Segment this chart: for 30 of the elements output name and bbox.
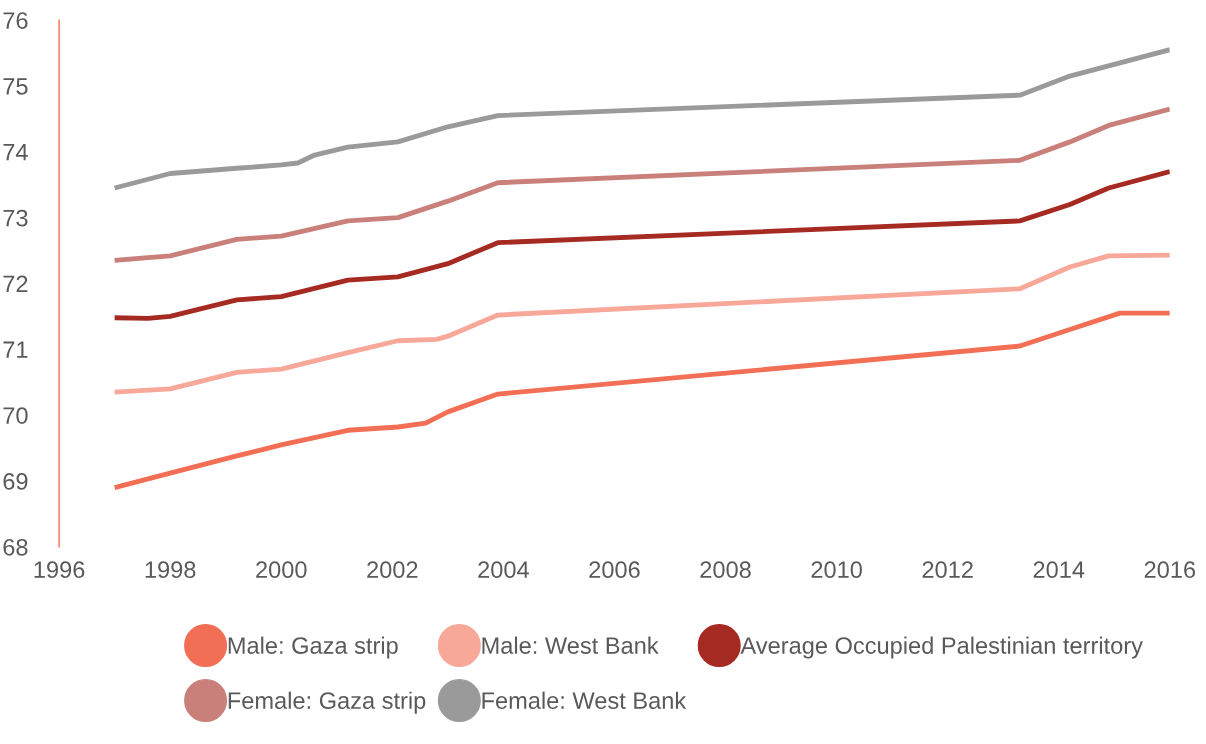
x-tick-label: 2000 (256, 561, 307, 579)
y-tick-label: 69 (3, 473, 28, 490)
x-tick-label: 2006 (589, 561, 640, 579)
y-tick-label: 68 (3, 538, 28, 556)
x-tick-label: 2012 (922, 561, 973, 579)
legend-label: Male: Gaza strip (228, 636, 398, 659)
legend-label: Female: West Bank (482, 691, 687, 709)
x-tick-label: 2014 (1033, 561, 1085, 579)
x-tick-label: 1998 (145, 561, 196, 579)
line-series (112, 47, 1170, 191)
line-series (112, 310, 1170, 491)
x-tick-label: 2016 (1144, 561, 1196, 579)
line-series (112, 106, 1170, 263)
y-tick-label: 75 (3, 78, 28, 95)
y-tick-label: 70 (3, 407, 28, 424)
line-series (112, 169, 1170, 321)
x-tick-label: 1996 (34, 561, 85, 579)
y-tick-label: 76 (3, 12, 28, 29)
y-tick-label: 73 (3, 209, 28, 227)
line-series (112, 252, 1170, 395)
x-tick-label: 2002 (367, 561, 418, 579)
x-tick-label: 2008 (700, 561, 751, 579)
x-tick-label: 2010 (811, 561, 862, 579)
x-tick-label: 2004 (478, 561, 529, 579)
legend-label: Male: West Bank (482, 636, 659, 654)
y-tick-label: 74 (3, 144, 28, 161)
y-tick-label: 72 (3, 275, 28, 293)
legend-label: Average Occupied Palestinian territory (740, 636, 1143, 659)
y-tick-label: 71 (3, 341, 28, 358)
legend-label: Female: Gaza strip (228, 691, 426, 714)
